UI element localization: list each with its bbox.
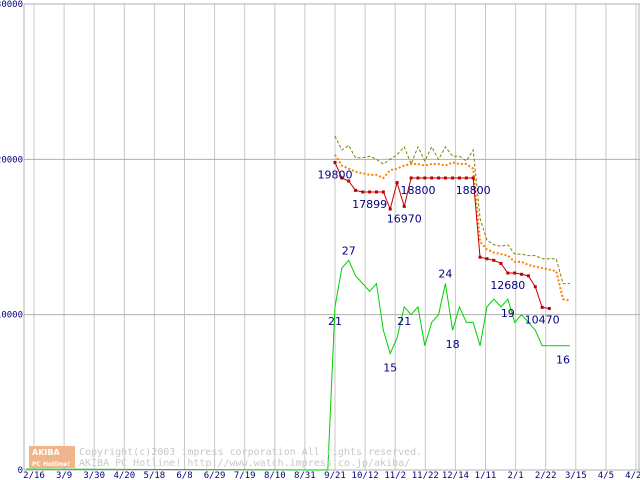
x-tick-label: 3/9 xyxy=(56,471,72,480)
x-tick-label: 4/5 xyxy=(598,471,614,480)
series-line-price_avg xyxy=(334,154,571,302)
x-tick-label: 10/12 xyxy=(352,471,379,480)
x-tick-label: 9/21 xyxy=(324,471,346,480)
point-marker xyxy=(547,306,551,310)
y-tick-label: 0 xyxy=(18,466,23,476)
data-label: 19800 xyxy=(317,168,352,181)
data-label: 18800 xyxy=(456,184,491,197)
point-marker xyxy=(513,271,517,275)
data-label: 21 xyxy=(397,315,411,328)
x-tick-label: 6/8 xyxy=(176,471,192,480)
data-label: 18 xyxy=(446,338,460,351)
x-tick-label: 3/30 xyxy=(83,471,105,480)
x-tick-label: 11/22 xyxy=(412,471,439,480)
x-tick-label: 2/1 xyxy=(507,471,523,480)
point-marker xyxy=(492,258,496,262)
logo-top: AKIBA xyxy=(32,448,60,457)
data-label: 15 xyxy=(383,362,397,375)
y-tick-label: 10000 xyxy=(0,311,23,321)
x-tick-label: 4/26 xyxy=(625,471,640,480)
point-marker xyxy=(409,176,413,180)
data-label: 27 xyxy=(342,244,356,257)
point-marker xyxy=(437,176,441,180)
series-line-price_max xyxy=(334,135,570,285)
point-marker xyxy=(471,176,475,180)
point-marker xyxy=(430,176,434,180)
point-marker xyxy=(368,190,372,194)
point-marker xyxy=(499,261,503,265)
credit-block: AKIBA PC Hotline! Copyright(c)2003 impre… xyxy=(29,446,422,469)
x-tick-label: 8/10 xyxy=(264,471,286,480)
logo-bottom: PC Hotline! xyxy=(32,461,70,468)
point-marker xyxy=(402,204,406,208)
point-marker xyxy=(540,305,544,309)
data-label: 24 xyxy=(438,268,452,281)
point-marker xyxy=(388,207,392,211)
x-tick-label: 2/22 xyxy=(535,471,557,480)
x-tick-label: 3/15 xyxy=(565,471,587,480)
point-marker xyxy=(506,271,510,275)
data-label: 16 xyxy=(556,354,570,367)
x-tick-label: 5/18 xyxy=(144,471,166,480)
point-marker xyxy=(340,176,344,180)
point-marker xyxy=(395,181,399,185)
point-marker xyxy=(416,176,420,180)
x-tick-label: 6/29 xyxy=(204,471,226,480)
url-line: AKIBA PC Hotline! http://www.watch.impre… xyxy=(79,458,410,469)
y-tick-label: 30000 xyxy=(0,0,23,10)
copyright-line: Copyright(c)2003 impress corporation All… xyxy=(79,447,422,458)
point-marker xyxy=(374,190,378,194)
plot-frame xyxy=(23,3,640,471)
data-label: 12680 xyxy=(490,279,525,292)
data-label: 17899 xyxy=(352,198,387,211)
x-tick-label: 11/2 xyxy=(384,471,406,480)
point-marker xyxy=(478,255,482,259)
point-marker xyxy=(485,257,489,261)
x-tick-label: 7/19 xyxy=(234,471,256,480)
point-marker xyxy=(443,176,447,180)
point-marker xyxy=(526,274,530,278)
point-marker xyxy=(361,190,365,194)
series-line-shop_count xyxy=(25,259,570,471)
point-marker xyxy=(381,190,385,194)
data-label: 21 xyxy=(328,315,342,328)
x-tick-label: 4/20 xyxy=(113,471,135,480)
point-marker xyxy=(333,160,337,164)
point-marker xyxy=(423,176,427,180)
point-marker xyxy=(457,176,461,180)
point-marker xyxy=(347,179,351,183)
data-label: 18800 xyxy=(400,184,435,197)
point-marker xyxy=(464,176,468,180)
point-marker xyxy=(520,272,524,276)
point-marker xyxy=(533,285,537,289)
grid xyxy=(23,3,640,471)
x-tick-label: 12/14 xyxy=(442,471,469,480)
data-label: 10470 xyxy=(525,313,560,326)
data-label: 16970 xyxy=(387,212,422,225)
x-tick-label: 8/31 xyxy=(294,471,316,480)
series-layer xyxy=(25,135,571,471)
point-marker xyxy=(451,176,455,180)
data-label: 19 xyxy=(501,307,515,320)
x-tick-label: 2/16 xyxy=(23,471,45,480)
logo-box xyxy=(29,446,75,468)
x-tick-label: 1/11 xyxy=(475,471,497,480)
point-marker xyxy=(354,188,358,192)
